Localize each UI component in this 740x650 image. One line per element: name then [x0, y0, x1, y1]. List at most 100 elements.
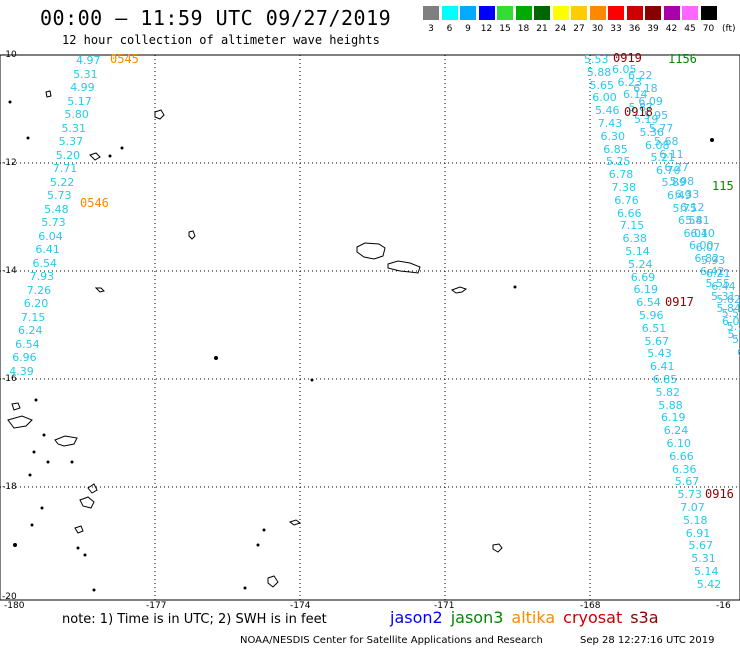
samoa-upolu-island	[356, 242, 386, 260]
scale-label: 33	[610, 24, 622, 34]
swh-value: 6.01	[683, 226, 709, 240]
island-dots	[8, 100, 714, 592]
pass-time-label: 0916	[705, 487, 734, 501]
lon-tick-label: -177	[146, 601, 167, 611]
swh-value: 6.54	[32, 256, 58, 270]
swh-value: 5.81	[685, 214, 710, 228]
lat-tick-label: -12	[2, 158, 17, 168]
swh-value: 6.51	[641, 321, 667, 335]
scale-swatch	[571, 6, 587, 20]
swh-value: 4.97	[76, 54, 101, 67]
swh-value: 5.37	[58, 135, 84, 148]
pass-time-label: 115	[712, 179, 734, 193]
scale-label: 6	[446, 24, 453, 34]
swh-value: 5.14	[694, 565, 719, 578]
swh-value: 6.09	[638, 95, 663, 109]
swh-value: 6.19	[661, 411, 686, 425]
scale-label: 39	[647, 24, 659, 34]
swh-value: 5.71	[726, 319, 740, 333]
island-g	[7, 415, 33, 429]
scale-label: 27	[573, 24, 585, 34]
swh-value: 5.50	[721, 306, 740, 320]
island-h	[288, 519, 302, 526]
scale-swatch	[645, 6, 661, 20]
swh-value: 5.75	[672, 201, 698, 215]
lat-tick-label: -10	[2, 50, 17, 60]
swh-value: 6.42	[700, 264, 725, 278]
swh-value: 5.20	[55, 148, 81, 162]
footer-timestamp: Sep 28 12:27:16 UTC 2019	[580, 635, 715, 646]
swh-value: 6.33	[674, 187, 700, 201]
swh-value: 5.67	[644, 334, 670, 348]
swh-value: 6.66	[669, 449, 694, 463]
swh-value: 6.54	[15, 337, 40, 351]
swh-value: 5.42	[696, 577, 722, 591]
swh-value: 6.12	[680, 201, 705, 214]
scale-label: 3	[428, 24, 434, 34]
lon-tick-label: -174	[290, 601, 311, 611]
swh-value: 5.98	[732, 333, 740, 346]
scale-swatch	[700, 6, 717, 20]
swh-value: 5.68	[654, 135, 679, 148]
swh-value: 6.11	[659, 148, 684, 162]
island-n	[11, 402, 21, 411]
swh-value: 6.85	[652, 373, 678, 386]
swh-value: 5.43	[647, 347, 672, 361]
lat-tick-label: -16	[2, 374, 17, 384]
scale-label: 45	[684, 24, 696, 34]
swh-value: 6.85	[603, 142, 628, 156]
swh-value: 5.87	[628, 100, 654, 114]
island-c	[450, 286, 468, 294]
pass-time-label: 1156	[668, 52, 697, 66]
swh-value: 5.89	[661, 176, 687, 190]
legend-jason3: jason3	[450, 608, 504, 627]
swh-value: 5.67	[674, 475, 700, 489]
scale-swatch	[663, 6, 680, 20]
scale-swatch	[626, 6, 643, 20]
island-l	[89, 152, 101, 161]
swh-value: 6.76	[614, 193, 639, 207]
swh-value: 5.96	[639, 309, 664, 322]
scale-label: 42	[665, 24, 678, 34]
page-subtitle: 12 hour collection of altimeter wave hei…	[62, 33, 380, 47]
swh-value: 6.66	[617, 206, 642, 220]
scale-label: 36	[628, 24, 641, 34]
swh-value: 6.54	[678, 214, 703, 228]
swh-value: 6.04	[38, 229, 63, 243]
swh-value: 6.91	[685, 526, 711, 540]
swh-value: 5.82	[655, 385, 681, 399]
lon-tick-label: -180	[4, 601, 25, 611]
swh-value: 6.07	[695, 240, 721, 254]
swh-value: 7.43	[597, 117, 623, 130]
swh-value: 6.36	[672, 462, 697, 476]
page-title: 00:00 – 11:59 UTC 09/27/2019	[40, 6, 392, 30]
scale-swatch	[552, 6, 569, 20]
swh-value: 5.76	[727, 327, 740, 341]
swh-value: 6.96	[12, 351, 37, 364]
legend-altika: altika	[511, 608, 556, 627]
legend-jason2: jason2	[390, 608, 443, 627]
swh-value: 7.26	[26, 283, 52, 297]
swh-value: 6.14	[623, 88, 648, 102]
swh-value: 5.95	[643, 108, 669, 122]
swh-value: 5.98	[669, 174, 695, 188]
island-f	[79, 496, 95, 509]
swh-value: 6.20	[23, 297, 49, 310]
island-b	[188, 230, 196, 240]
scale-label: 15	[499, 24, 511, 34]
scale-swatch	[515, 6, 532, 20]
scale-label: 9	[465, 24, 471, 34]
scale-swatch	[682, 6, 698, 20]
swh-value: 6.27	[664, 161, 689, 175]
swh-value: 6.44	[711, 280, 736, 294]
swh-value: 5.36	[639, 126, 665, 139]
swh-value: 6.02	[737, 347, 740, 358]
map-frame	[0, 54, 740, 601]
swh-value: 5.31	[73, 67, 98, 81]
swh-value: 5.73	[677, 488, 703, 502]
swh-value: 5.31	[691, 552, 716, 566]
swh-value: 7.15	[20, 310, 46, 324]
swh-value: 5.93	[700, 253, 726, 267]
island-d	[94, 287, 105, 293]
scale-swatch	[534, 6, 550, 20]
